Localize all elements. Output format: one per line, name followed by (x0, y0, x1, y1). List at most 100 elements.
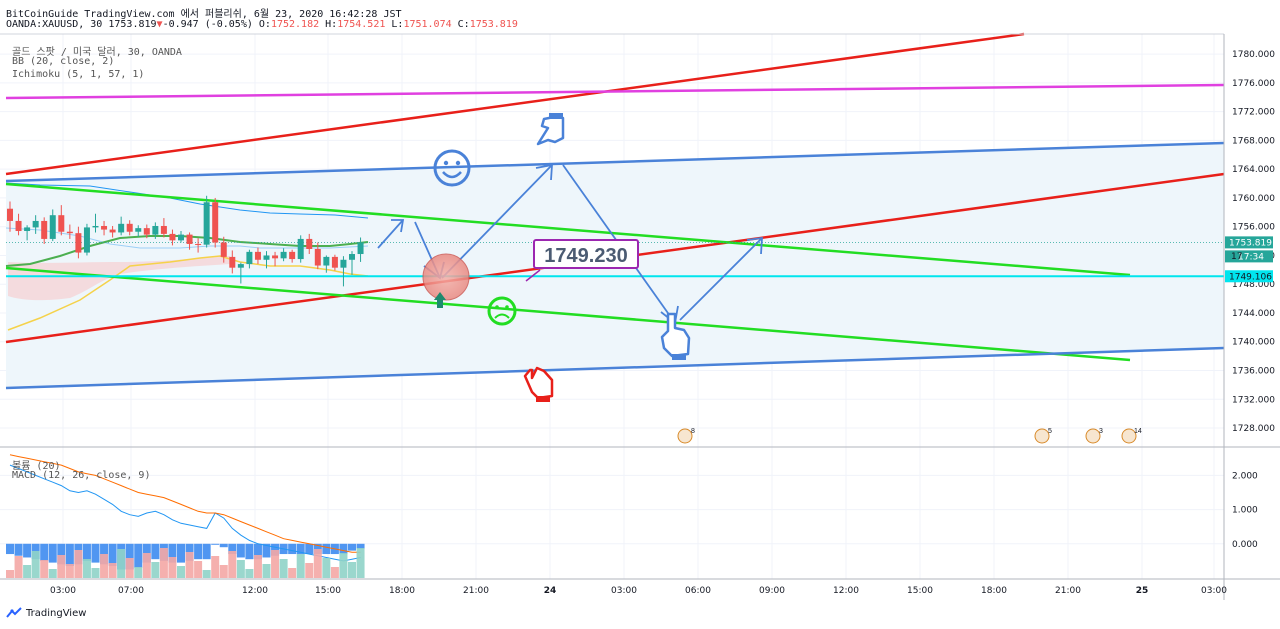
last-value: 1753.819 (108, 19, 157, 30)
macd-histogram-bar (194, 543, 203, 560)
macd-tick-label: 0.000 (1232, 540, 1258, 550)
volume-bar (125, 558, 134, 578)
volume-bar (57, 555, 66, 578)
tradingview-logo-icon (6, 607, 22, 618)
volume-bar (117, 549, 126, 578)
candle-body (186, 234, 193, 244)
volume-bar (296, 554, 305, 578)
time-tick-label: 15:00 (315, 586, 341, 596)
volume-bar (202, 570, 211, 578)
volume-bar (23, 565, 32, 578)
macd-axis[interactable]: 2.000 1.000 0.000 (1232, 471, 1258, 549)
candle-body (32, 220, 39, 228)
candle-body (152, 225, 159, 235)
legend-ichimoku[interactable]: Ichimoku (5, 1, 57, 1) (12, 69, 145, 80)
macd-line (9, 464, 361, 562)
macd-tick-label: 2.000 (1232, 471, 1258, 481)
price-annotation-box[interactable] (533, 239, 639, 269)
bb-basis-line (5, 227, 369, 249)
macd-histogram-bar (82, 543, 91, 561)
price-axis[interactable]: 1780.000 1776.000 1772.000 1768.000 1764.000… (1232, 50, 1275, 434)
time-tick-label: 12:00 (242, 586, 268, 596)
candle-body (15, 220, 22, 232)
candle-body (272, 255, 279, 259)
macd-histogram-bar (6, 543, 14, 555)
macd-histogram-bar (57, 543, 66, 565)
volume-bar (288, 568, 297, 578)
candle-body (246, 251, 253, 265)
candle-body (195, 243, 202, 245)
candle-body (109, 229, 116, 233)
volume-bar (228, 551, 237, 578)
time-tick-label: 03:00 (1201, 586, 1227, 596)
event-flags: 8 5 3 14 (677, 428, 1142, 444)
change-value: -0.947 (-0.05%) (162, 19, 253, 30)
candle-body (357, 242, 364, 255)
volume-bar (65, 564, 74, 578)
candle-body (297, 238, 304, 260)
volume-bar (168, 557, 177, 578)
candle-body (323, 256, 330, 266)
macd-histogram-bar (262, 543, 271, 558)
volume-bar (322, 558, 331, 578)
volume-bar (100, 554, 109, 578)
volume-bar (108, 563, 117, 578)
happy-face-icon (433, 149, 471, 187)
macd-histogram-bar (202, 543, 211, 560)
macd-histogram-bar (271, 543, 280, 556)
high-value: 1754.521 (337, 19, 386, 30)
volume-bar (48, 569, 57, 578)
time-tick-label: 15:00 (907, 586, 933, 596)
cyan-price-text: 1749.106 (1229, 272, 1272, 282)
macd-histogram-bar (151, 543, 160, 560)
candle-body (83, 227, 90, 253)
price-tick-label: 1780.000 (1232, 50, 1275, 60)
macd-grid (0, 474, 1224, 545)
volume-bars (6, 548, 365, 578)
macd-histogram-bar (296, 543, 305, 555)
macd-histogram-bar (177, 543, 185, 563)
candle-body (75, 233, 82, 253)
macd-histogram-bar (40, 543, 49, 561)
legend-bb[interactable]: BB (20, close, 2) (12, 56, 115, 67)
candle-body (58, 215, 65, 232)
footer-brand[interactable]: TradingView (6, 607, 86, 619)
brand-text: TradingView (26, 607, 87, 619)
red-resistance-line[interactable] (5, 32, 1025, 176)
signal-line (9, 454, 361, 553)
up-arrow-icon-2 (434, 293, 446, 308)
volume-bar (142, 553, 151, 578)
price-tick-label: 1744.000 (1232, 309, 1275, 319)
candle-body (24, 227, 31, 232)
green-lower-line[interactable] (5, 266, 1131, 362)
price-tick-label: 1740.000 (1232, 338, 1275, 348)
last-price-text: 1753.819 (1229, 238, 1272, 248)
ichimoku-cloud (8, 256, 230, 301)
green-upper-line[interactable] (5, 182, 1131, 277)
price-box-connector (525, 269, 541, 282)
blue-upper-line[interactable] (5, 141, 1225, 183)
candle-body (118, 223, 125, 233)
legend-macd[interactable]: MACD (12, 26, close, 9) (12, 470, 151, 481)
magenta-line[interactable] (5, 83, 1225, 100)
candle-body (203, 202, 210, 245)
macd-histogram-bar (245, 543, 254, 560)
time-axis[interactable]: 03:00 07:00 12:00 15:00 18:00 21:00 24 03:00 06:… (50, 586, 1227, 596)
svg-text:14: 14 (1134, 428, 1142, 435)
candle-body (349, 254, 355, 260)
legend-volume[interactable]: 볼륨 (20) (12, 461, 61, 472)
macd-tick-label: 1.000 (1232, 506, 1258, 516)
macd-histogram-bar (322, 543, 331, 555)
ichimoku-base-line (5, 235, 369, 267)
volume-bar (177, 566, 185, 578)
volume-bar (6, 570, 14, 578)
price-tick-label: 1732.000 (1232, 395, 1275, 405)
volume-bar (245, 569, 254, 578)
legend-symbol[interactable]: 골드 스팟 / 미국 달러, 30, OANDA (12, 47, 182, 58)
volume-bar (330, 567, 339, 578)
volume-bar (348, 562, 356, 578)
macd-histogram-bar (305, 543, 314, 555)
down-arrow-icon: ▼ (156, 19, 163, 30)
blue-lower-line[interactable] (5, 346, 1225, 390)
